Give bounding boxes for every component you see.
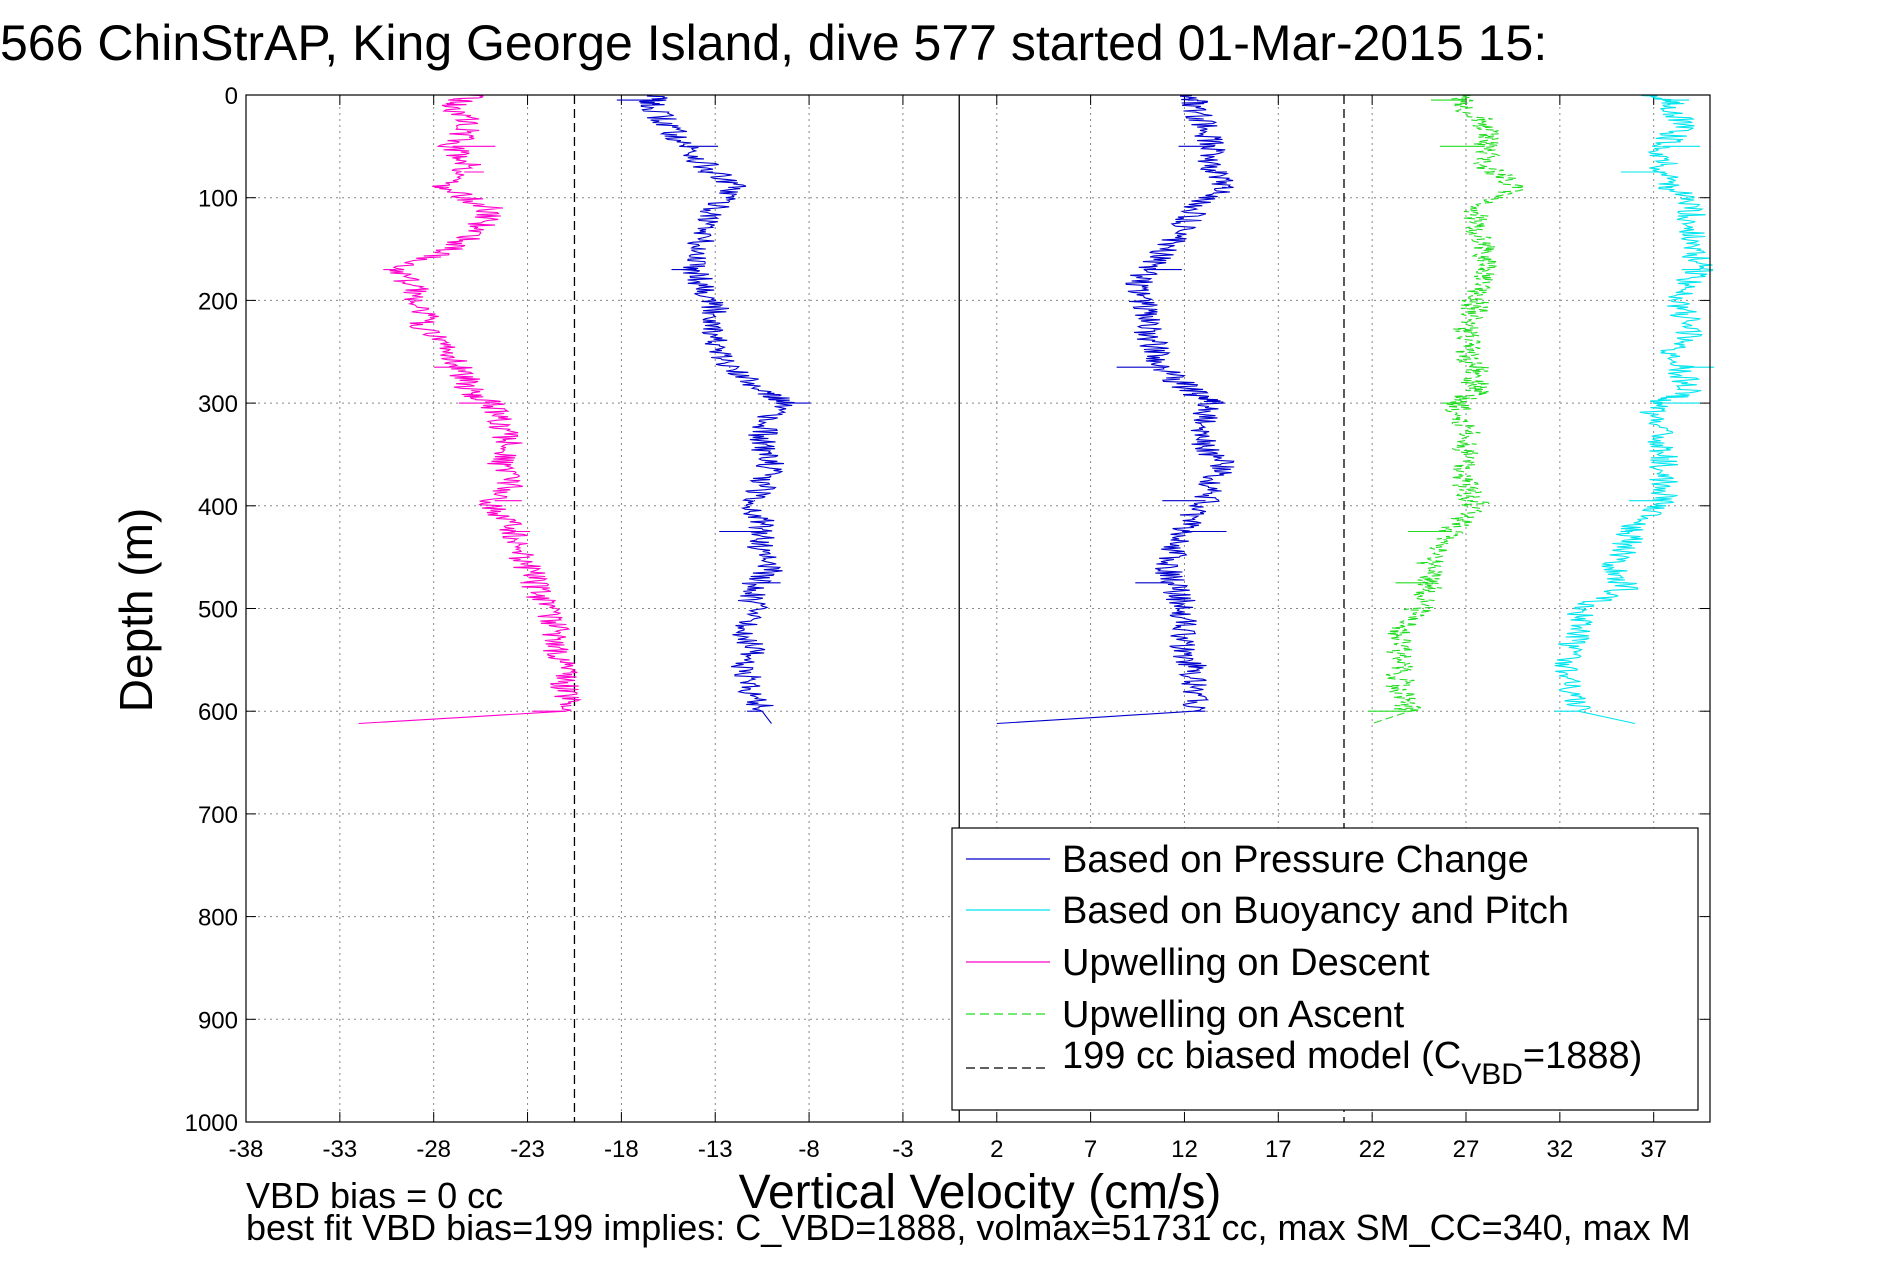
x-tick-label: 2 — [990, 1136, 1003, 1163]
x-tick-label: -38 — [229, 1136, 264, 1163]
legend-label-pressure: Based on Pressure Change — [1062, 839, 1529, 881]
x-axis-label: Vertical Velocity (cm/s) — [739, 1166, 1222, 1219]
vbd-bias-note: VBD bias = 0 cc — [246, 1175, 503, 1216]
x-tick-labels: -38 -33 -28 -23 -18 -13 -8 -3 2 7 12 17 22 27 32 37 — [229, 1136, 1667, 1163]
series-line — [996, 94, 1235, 725]
y-tick-label: 100 — [198, 186, 238, 213]
x-tick-label: 7 — [1084, 1136, 1097, 1163]
x-tick-label: -8 — [798, 1136, 819, 1163]
x-tick-label: 32 — [1546, 1136, 1573, 1163]
y-tick-label: 700 — [198, 802, 238, 829]
legend-label-buoyancy: Based on Buoyancy and Pitch — [1062, 890, 1569, 932]
legend-label-model: 199 cc biased model (CVBD=1888) — [1062, 1035, 1642, 1091]
x-tick-label: 12 — [1171, 1136, 1198, 1163]
y-tick-label: 400 — [198, 494, 238, 521]
legend-label-descent: Upwelling on Descent — [1062, 942, 1430, 984]
chart-title: 566 ChinStrAP, King George Island, dive … — [0, 15, 1547, 71]
x-tick-label: -3 — [892, 1136, 913, 1163]
series-line — [1554, 94, 1714, 725]
x-tick-label: -13 — [698, 1136, 733, 1163]
series-line — [1372, 94, 1525, 725]
best-fit-note: best fit VBD bias=199 implies: C_VBD=188… — [246, 1207, 1691, 1248]
legend: Based on Pressure Change Based on Buoyan… — [951, 827, 1699, 1111]
y-axis-label: Depth (m) — [110, 508, 162, 712]
y-tick-label: 200 — [198, 288, 238, 315]
y-tick-label: 500 — [198, 597, 238, 624]
legend-label-model-subscript: VBD — [1461, 1058, 1523, 1091]
x-tick-label: -18 — [604, 1136, 639, 1163]
y-tick-label: 0 — [225, 83, 238, 110]
x-tick-label: -28 — [416, 1136, 451, 1163]
legend-label-model-tail: =1888) — [1523, 1035, 1642, 1077]
x-tick-label: 22 — [1359, 1136, 1386, 1163]
legend-box — [951, 827, 1699, 1111]
axes-frame — [245, 94, 1711, 1123]
series-line — [358, 94, 582, 725]
y-tick-label: 300 — [198, 391, 238, 418]
x-tick-label: -33 — [323, 1136, 358, 1163]
y-tick-label: 900 — [198, 1007, 238, 1034]
x-tick-label: 17 — [1265, 1136, 1292, 1163]
y-tick-label: 800 — [198, 905, 238, 932]
series-line — [638, 94, 795, 724]
y-tick-label: 600 — [198, 699, 238, 726]
y-tick-labels: 0 100 200 300 400 500 600 700 800 900 1000 — [185, 83, 238, 1137]
legend-label-model-main: 199 cc biased model (C — [1062, 1035, 1461, 1077]
x-tick-label: 27 — [1453, 1136, 1480, 1163]
x-tick-label: 37 — [1640, 1136, 1667, 1163]
x-tick-label: -23 — [510, 1136, 545, 1163]
legend-label-ascent: Upwelling on Ascent — [1062, 994, 1405, 1036]
y-tick-label: 1000 — [185, 1110, 238, 1137]
data-series — [358, 94, 1715, 725]
